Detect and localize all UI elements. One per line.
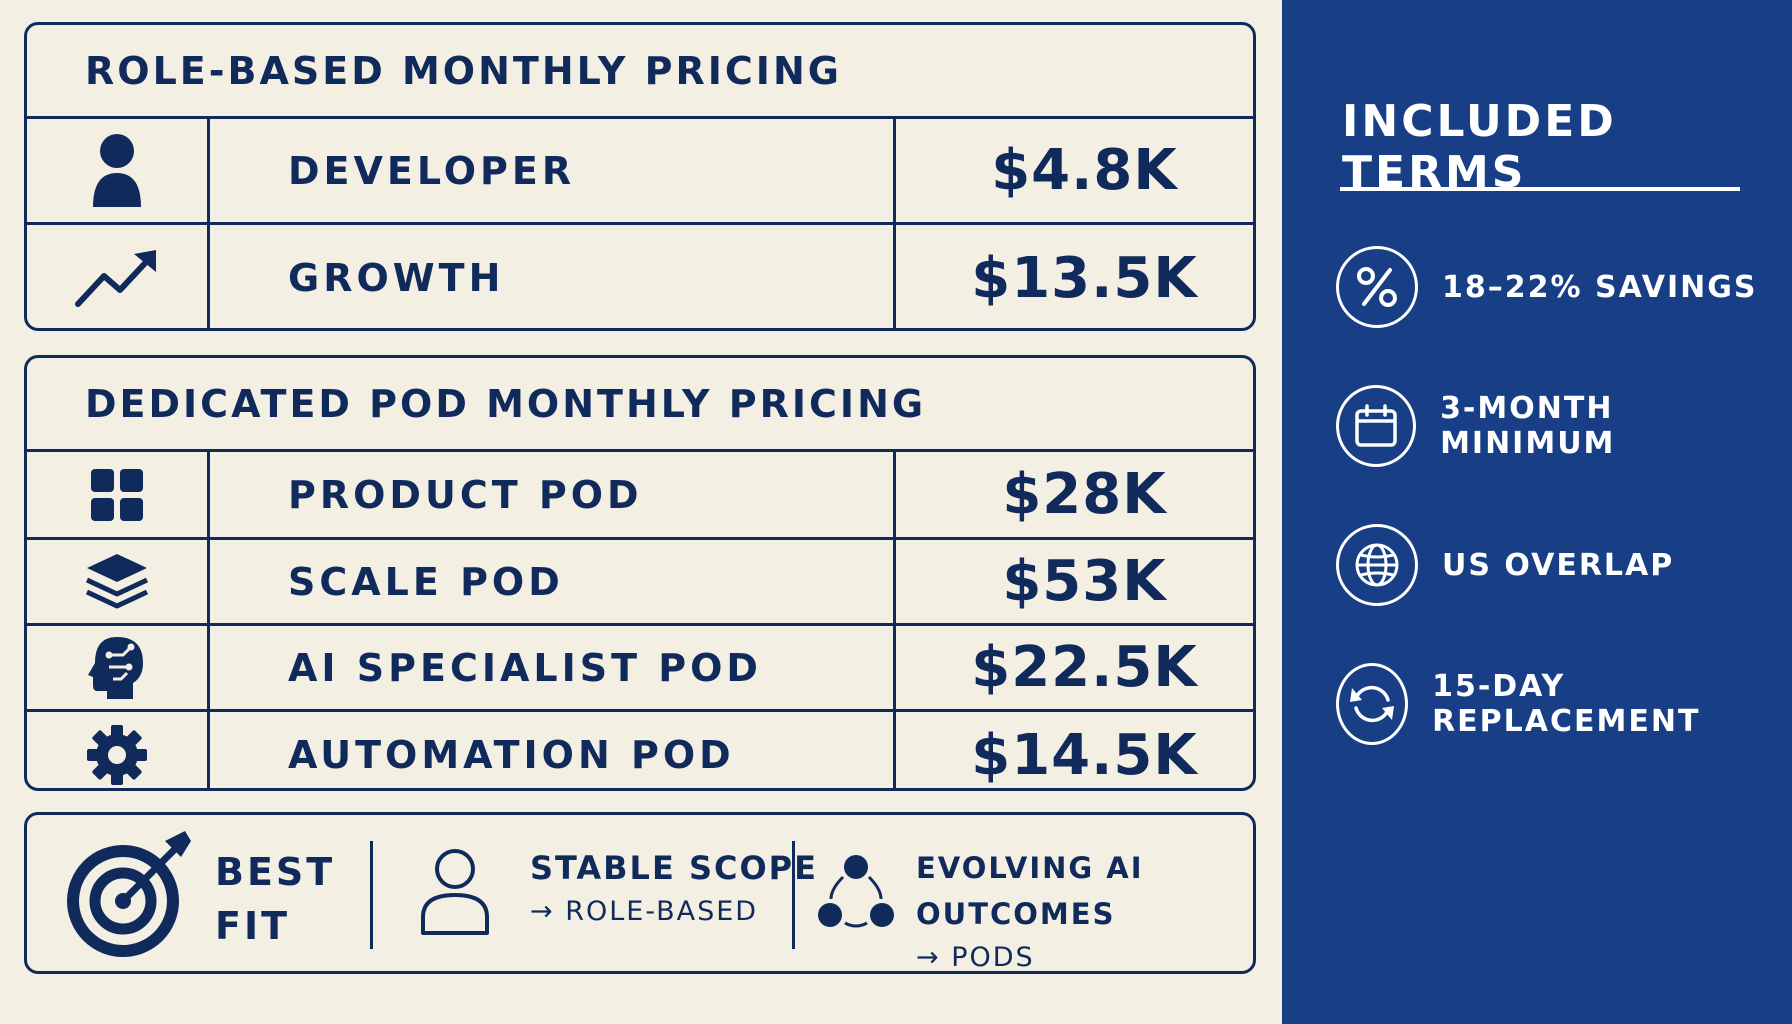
fit-option-pods: EVOLVING AI OUTCOMES → PODS [916,845,1253,973]
pod-pricing-title: DEDICATED POD MONTHLY PRICING [27,358,1253,452]
pricing-row-ai-specialist-pod: AI SPECIALIST POD $22.5K [27,626,1253,712]
role-pricing-title: ROLE-BASED MONTHLY PRICING [27,25,1253,119]
row-price: $28K [1002,462,1167,527]
pricing-row-scale-pod: SCALE POD $53K [27,540,1253,626]
growth-arrow-icon [75,250,156,307]
row-price: $14.5K [971,722,1198,788]
grid-icon [91,468,143,521]
row-label: AI SPECIALIST POD [210,626,896,709]
percent-icon [1357,267,1397,307]
refresh-icon [1350,685,1395,723]
included-terms-title: INCLUDED TERMS [1342,96,1617,198]
fit-option-pods-line2: → PODS [916,942,1035,973]
role-pricing-card: ROLE-BASED MONTHLY PRICING DEVELOPER $4.… [24,22,1256,331]
globe-icon [1355,543,1399,587]
included-terms-panel: INCLUDED TERMS 18–22% SAVINGS 3-MONTH MI… [1282,0,1792,1024]
pod-pricing-card: DEDICATED POD MONTHLY PRICING PRODUCT PO… [24,355,1256,791]
person-outline-icon [421,849,489,935]
best-fit-title-line1: BEST [215,850,336,894]
term-label: US OVERLAP [1442,547,1675,583]
pricing-area: ROLE-BASED MONTHLY PRICING DEVELOPER $4.… [24,22,1256,974]
gear-icon [87,725,147,785]
row-label: PRODUCT POD [210,452,896,537]
fit-option-role-line1: STABLE SCOPE [530,849,818,887]
row-price: $53K [1002,549,1167,614]
term-label: 15-DAY REPLACEMENT [1432,669,1701,739]
fit-option-pods-line1: EVOLVING AI OUTCOMES [916,851,1144,931]
row-price: $13.5K [971,245,1198,311]
row-price: $4.8K [991,138,1178,203]
term-replacement: 15-DAY REPLACEMENT [1336,663,1792,745]
term-minimum: 3-MONTH MINIMUM [1336,385,1792,467]
ai-head-icon [88,636,143,699]
layers-icon [85,553,149,608]
title-underline [1340,187,1740,191]
pricing-row-automation-pod: AUTOMATION POD $14.5K [27,712,1253,788]
row-price: $22.5K [971,635,1198,700]
pricing-row-developer: DEVELOPER $4.8K [27,119,1253,225]
divider [370,841,373,949]
fit-option-role-line2: → ROLE-BASED [530,896,759,927]
term-overlap: US OVERLAP [1336,524,1674,606]
row-label: GROWTH [210,225,896,328]
target-icon [67,831,191,957]
pricing-row-product-pod: PRODUCT POD $28K [27,452,1253,540]
best-fit-title-line2: FIT [215,904,291,948]
row-label: AUTOMATION POD [210,712,896,788]
pricing-row-growth: GROWTH $13.5K [27,225,1253,328]
term-label: 3-MONTH MINIMUM [1440,391,1616,461]
best-fit-card: BEST FIT STABLE SCOPE → ROLE-BASED EVOLV… [24,812,1256,974]
network-nodes-icon [818,855,894,928]
person-icon [93,133,141,207]
fit-option-role: STABLE SCOPE → ROLE-BASED [530,845,818,933]
row-label: DEVELOPER [210,119,896,222]
divider [792,841,795,949]
term-label: 18–22% SAVINGS [1442,269,1758,305]
term-savings: 18–22% SAVINGS [1336,246,1758,328]
calendar-icon [1355,404,1397,447]
row-label: SCALE POD [210,540,896,623]
